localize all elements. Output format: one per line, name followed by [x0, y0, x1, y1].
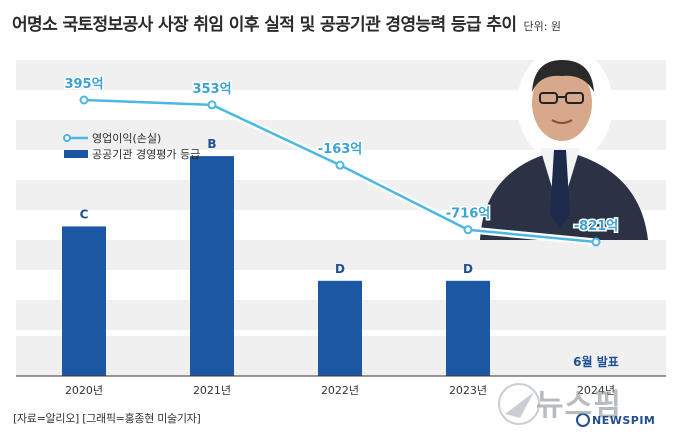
x-tick-label-4: 2024년 — [577, 384, 615, 397]
x-axis-tick-labels: 2020년 2021년 2022년 2023년 2024년 — [65, 384, 615, 397]
line-value-label-1: 353억 — [192, 82, 231, 97]
unit-label: 단위: 원 — [523, 20, 562, 33]
x-tick-label-3: 2023년 — [449, 384, 487, 397]
line-point-1 — [207, 100, 217, 110]
line-value-label-4: -821억 — [574, 219, 619, 234]
x-tick-label-2: 2022년 — [321, 384, 359, 397]
watermark-emblem — [498, 383, 540, 425]
bar-series — [62, 156, 490, 376]
line-value-label-0: 395억 — [64, 77, 103, 92]
legend-bar-label: 공공기관 경영평가 등급 — [92, 148, 200, 161]
bar-2 — [318, 280, 362, 376]
line-point-3 — [463, 225, 473, 235]
band-4 — [16, 240, 666, 270]
line-value-label-2: -163억 — [318, 142, 363, 157]
source-credit: [자료=알리오] [그래픽=홍종현 미술기자] — [13, 412, 201, 425]
chart-title: 어명소 국토정보공사 사장 취임 이후 실적 및 공공기관 경영능력 등급 추이 — [12, 15, 517, 35]
x-tick-label-1: 2021년 — [193, 384, 231, 397]
line-value-label-3: -716억 — [446, 207, 491, 222]
bar-grade-label-1: B — [207, 137, 216, 151]
title-row: 어명소 국토정보공사 사장 취임 이후 실적 및 공공기관 경영능력 등급 추이… — [12, 10, 561, 35]
line-point-2 — [335, 160, 345, 170]
bar-grade-label-3: D — [463, 262, 473, 276]
line-point-4 — [591, 237, 601, 247]
line-point-0 — [79, 95, 89, 105]
legend-bar-swatch — [64, 150, 88, 158]
ceo-portrait-illustration — [480, 47, 648, 240]
line-value-labels: 395억 353억 -163억 -716억 -821억 — [63, 76, 620, 236]
line-series — [79, 95, 601, 247]
watermark-small-emblem — [576, 413, 590, 427]
watermark-text: 뉴스핌 — [536, 388, 622, 423]
watermark-sub: NEWSPIM — [592, 414, 656, 427]
legend-line-label: 영업이익(손실) — [92, 132, 161, 145]
legend: 영업이익(손실) 공공기관 경영평가 등급 — [63, 132, 200, 161]
bar-0 — [62, 226, 106, 376]
bar-grade-labels: C B D D 6월 발표 — [80, 137, 619, 369]
x-tick-label-0: 2020년 — [65, 384, 103, 397]
bar-grade-label-4: 6월 발표 — [573, 354, 619, 369]
bar-grade-label-2: D — [335, 262, 345, 276]
bar-1 — [190, 156, 234, 376]
bar-3 — [446, 280, 490, 376]
legend-line-marker — [63, 134, 71, 142]
bar-grade-label-0: C — [80, 207, 89, 221]
